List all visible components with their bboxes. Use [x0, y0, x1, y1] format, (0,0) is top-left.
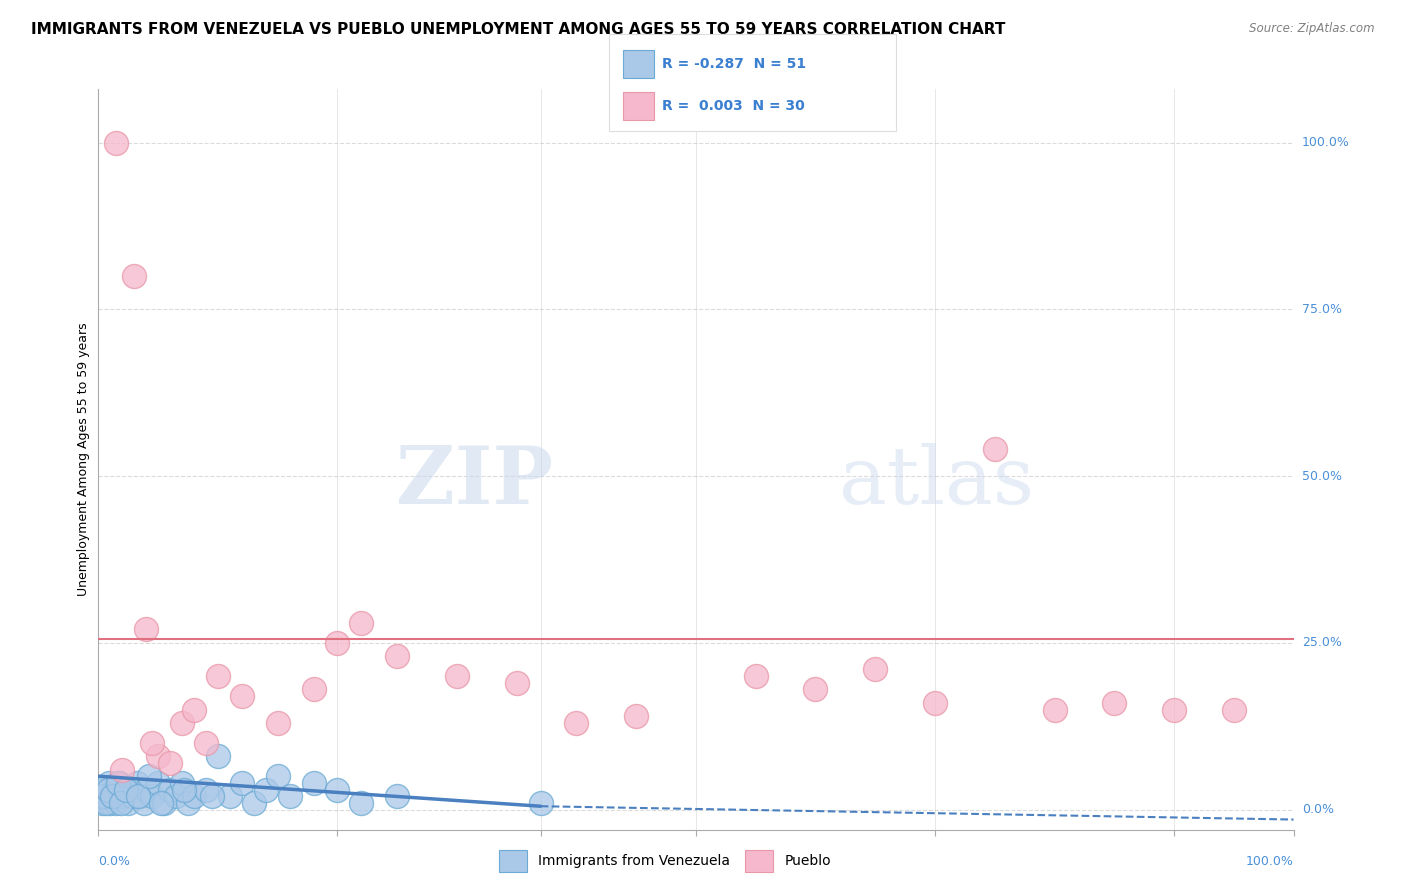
Point: [984, 442, 1007, 457]
Point: [127, 789, 149, 804]
Text: 75.0%: 75.0%: [1302, 302, 1341, 316]
Point: [506, 675, 529, 690]
Point: [530, 796, 553, 810]
Point: [97, 782, 120, 797]
Point: [243, 796, 266, 810]
Point: [207, 669, 229, 683]
Point: [159, 756, 181, 770]
Point: [132, 796, 155, 810]
Point: [111, 789, 134, 804]
Point: [173, 782, 195, 797]
Point: [114, 782, 136, 797]
Point: [141, 736, 163, 750]
Text: 100.0%: 100.0%: [1302, 136, 1350, 149]
Point: [219, 789, 242, 804]
Point: [278, 789, 301, 804]
Point: [446, 669, 468, 683]
Point: [745, 669, 768, 683]
Point: [141, 789, 163, 804]
Point: [195, 736, 218, 750]
Point: [110, 796, 132, 810]
Point: [115, 782, 138, 797]
Point: [267, 769, 290, 783]
Point: [135, 623, 157, 637]
Point: [98, 776, 121, 790]
Point: [100, 789, 122, 804]
Point: [183, 702, 205, 716]
Text: R = -0.287  N = 51: R = -0.287 N = 51: [662, 57, 807, 70]
Point: [107, 776, 129, 790]
Point: [124, 782, 146, 797]
Point: [183, 789, 205, 804]
Point: [129, 789, 152, 804]
Text: 50.0%: 50.0%: [1302, 469, 1341, 483]
Point: [195, 782, 218, 797]
Point: [105, 136, 128, 150]
Point: [101, 789, 124, 804]
Point: [148, 776, 170, 790]
Point: [117, 796, 139, 810]
Point: [172, 715, 194, 730]
Point: [96, 789, 118, 804]
Point: [135, 782, 157, 797]
Point: [326, 782, 349, 797]
Text: 25.0%: 25.0%: [1302, 636, 1341, 649]
Point: [94, 796, 117, 810]
Text: IMMIGRANTS FROM VENEZUELA VS PUEBLO UNEMPLOYMENT AMONG AGES 55 TO 59 YEARS CORRE: IMMIGRANTS FROM VENEZUELA VS PUEBLO UNEM…: [31, 22, 1005, 37]
Point: [121, 789, 143, 804]
Point: [124, 268, 146, 283]
Y-axis label: Unemployment Among Ages 55 to 59 years: Unemployment Among Ages 55 to 59 years: [77, 323, 90, 596]
Text: atlas: atlas: [839, 442, 1035, 521]
Point: [107, 776, 129, 790]
Point: [125, 776, 148, 790]
Point: [153, 796, 176, 810]
Point: [267, 715, 290, 730]
Text: ZIP: ZIP: [395, 442, 553, 521]
Point: [1223, 702, 1246, 716]
Text: 0.0%: 0.0%: [98, 855, 131, 868]
Point: [804, 682, 827, 697]
Point: [138, 769, 160, 783]
Point: [165, 789, 187, 804]
Point: [93, 782, 115, 797]
Text: Pueblo: Pueblo: [785, 855, 831, 868]
Point: [1043, 702, 1066, 716]
Text: Source: ZipAtlas.com: Source: ZipAtlas.com: [1250, 22, 1375, 36]
Point: [207, 749, 229, 764]
Point: [1104, 696, 1126, 710]
Point: [111, 763, 134, 777]
Text: R =  0.003  N = 30: R = 0.003 N = 30: [662, 99, 806, 113]
Point: [105, 796, 128, 810]
Point: [159, 782, 181, 797]
Point: [565, 715, 588, 730]
Point: [148, 749, 170, 764]
Point: [302, 776, 325, 790]
Point: [385, 789, 409, 804]
Point: [1163, 702, 1185, 716]
Point: [177, 796, 200, 810]
Point: [350, 615, 373, 630]
Point: [98, 796, 122, 810]
Point: [172, 776, 194, 790]
Text: Immigrants from Venezuela: Immigrants from Venezuela: [538, 855, 731, 868]
Point: [924, 696, 946, 710]
Point: [254, 782, 277, 797]
Point: [326, 636, 349, 650]
Point: [865, 663, 887, 677]
Text: 100.0%: 100.0%: [1246, 855, 1294, 868]
Point: [350, 796, 373, 810]
Point: [231, 689, 253, 703]
Text: 0.0%: 0.0%: [1302, 803, 1334, 816]
Point: [231, 776, 253, 790]
Point: [385, 649, 409, 664]
Point: [104, 782, 127, 797]
Point: [91, 796, 114, 810]
Point: [149, 796, 172, 810]
Point: [626, 709, 648, 723]
Point: [91, 789, 114, 804]
Point: [302, 682, 325, 697]
Point: [201, 789, 224, 804]
